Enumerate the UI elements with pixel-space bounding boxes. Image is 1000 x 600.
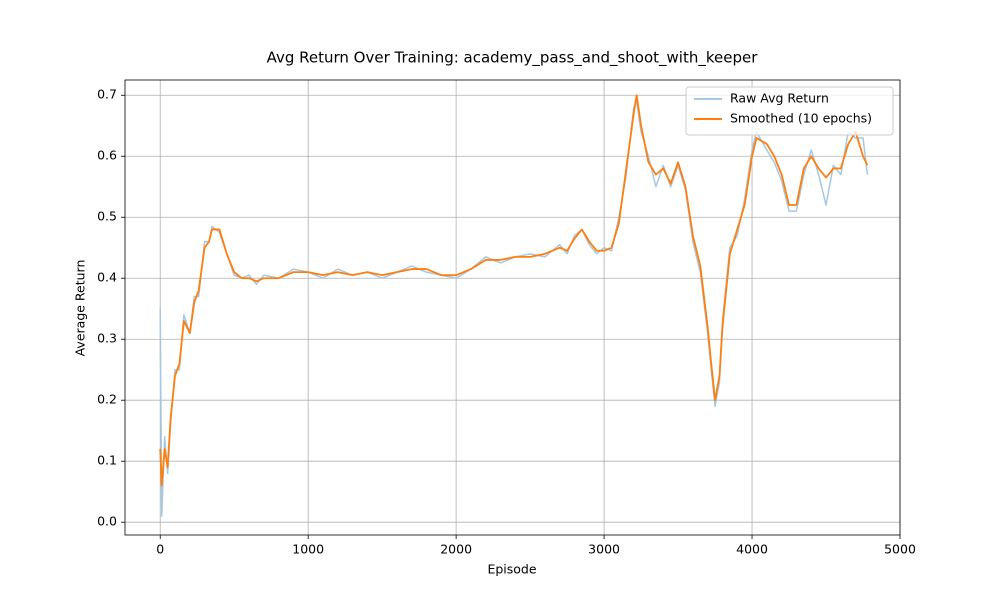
y-axis-label: Average Return (73, 260, 88, 357)
plot-frame (124, 79, 901, 536)
legend-box (685, 86, 894, 136)
y-tick-label: 0.5 (97, 209, 117, 224)
x-tick-label: 4000 (736, 542, 768, 557)
y-tick-label: 0.0 (97, 514, 117, 529)
y-tick-label: 0.3 (97, 331, 117, 346)
x-tick-label: 3000 (588, 542, 620, 557)
x-tick-label: 2000 (440, 542, 472, 557)
y-tick-label: 0.4 (97, 270, 117, 285)
x-tick-label: 5000 (884, 542, 916, 557)
series-line (159, 94, 869, 487)
x-tick-label: 1000 (292, 542, 324, 557)
y-tick-label: 0.1 (97, 453, 117, 468)
y-tick-label: 0.7 (97, 87, 117, 102)
x-axis-label: Episode (487, 562, 536, 577)
chart-title: Avg Return Over Training: academy_pass_a… (267, 49, 759, 68)
y-tick-label: 0.2 (97, 392, 117, 407)
legend-label: Raw Avg Return (730, 91, 829, 106)
y-tick-label: 0.6 (97, 148, 117, 163)
legend-label: Smoothed (10 epochs) (730, 111, 872, 126)
x-tick-label: 0 (156, 542, 164, 557)
